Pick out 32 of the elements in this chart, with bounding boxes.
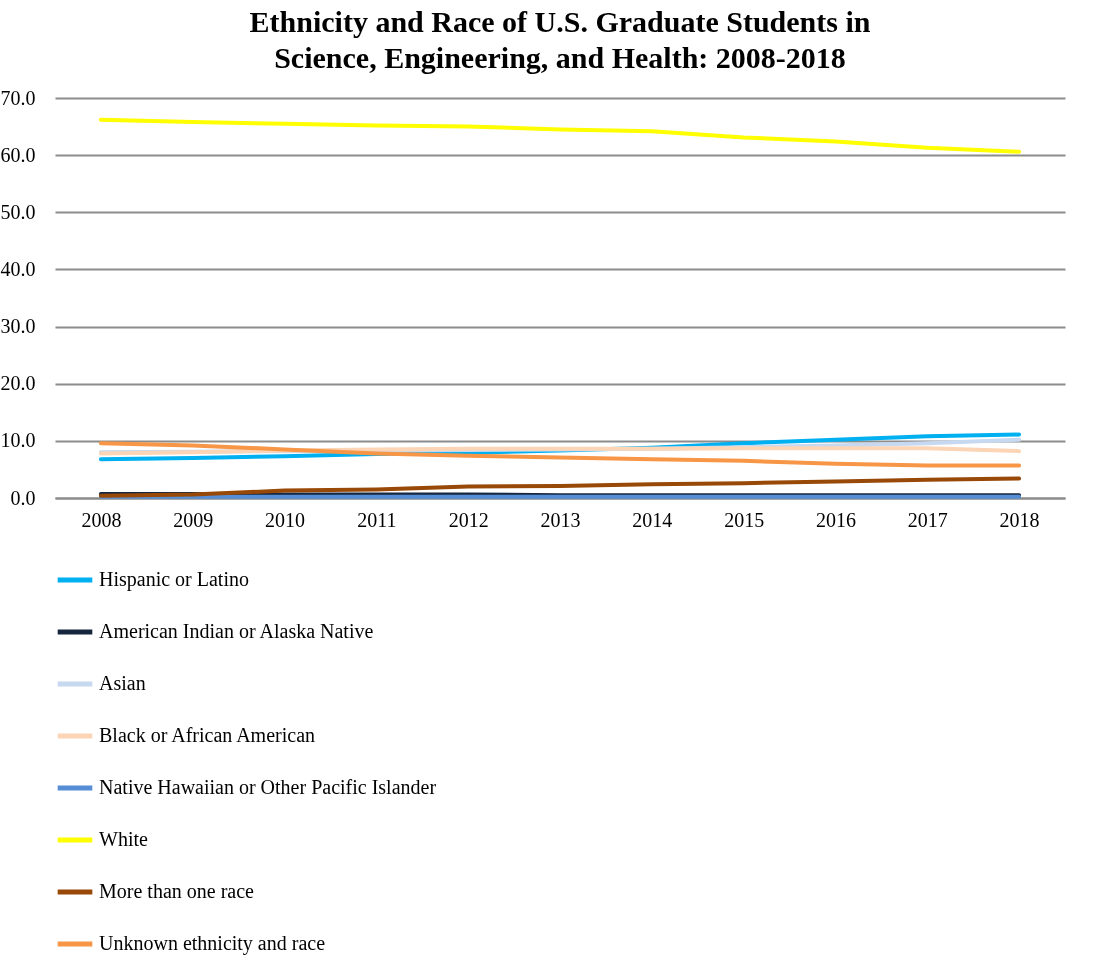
line-series bbox=[98, 476, 1022, 498]
y-tick-label: 70.0 bbox=[0, 86, 36, 109]
x-tick-label: 2014 bbox=[632, 508, 673, 531]
text: Ethnicity and Race of U.S. Graduate Students in bbox=[249, 5, 871, 38]
x-tick-label: 2011 bbox=[357, 508, 397, 531]
y-tick-label: 40.0 bbox=[0, 257, 36, 280]
x-tick-label: 2017 bbox=[907, 508, 948, 531]
y-tick-label: 30.0 bbox=[0, 315, 36, 338]
x-tick-label: 2013 bbox=[540, 508, 581, 531]
y-tick-label: 20.0 bbox=[0, 372, 36, 395]
y-tick-label: 60.0 bbox=[0, 143, 36, 166]
x-tick-label: 2012 bbox=[448, 508, 489, 531]
line-series bbox=[98, 441, 1022, 468]
x-tick-label: 2008 bbox=[81, 508, 122, 531]
y-tick-label: 10.0 bbox=[0, 429, 36, 452]
legend-label: Black or African American bbox=[99, 724, 316, 746]
legend-label: Unknown ethnicity and race bbox=[99, 932, 326, 955]
legend-label: White bbox=[99, 828, 148, 850]
legend-label: More than one race bbox=[99, 880, 255, 902]
legend-label: Native Hawaiian or Other Pacific Islander bbox=[99, 776, 437, 798]
text: Science, Engineering, and Health: 2008-2018 bbox=[274, 41, 846, 74]
x-tick-label: 2016 bbox=[815, 508, 856, 531]
legend-label: American Indian or Alaska Native bbox=[99, 620, 374, 642]
legend-label: Hispanic or Latino bbox=[99, 568, 249, 591]
x-tick-label: 2018 bbox=[999, 508, 1040, 531]
x-tick-label: 2009 bbox=[173, 508, 214, 531]
x-tick-label: 2010 bbox=[265, 508, 306, 531]
x-tick-label: 2015 bbox=[724, 508, 765, 531]
y-tick-label: 0.0 bbox=[10, 486, 36, 509]
y-tick-label: 50.0 bbox=[0, 200, 36, 223]
line-series bbox=[98, 117, 1022, 154]
legend-label: Asian bbox=[99, 672, 146, 694]
